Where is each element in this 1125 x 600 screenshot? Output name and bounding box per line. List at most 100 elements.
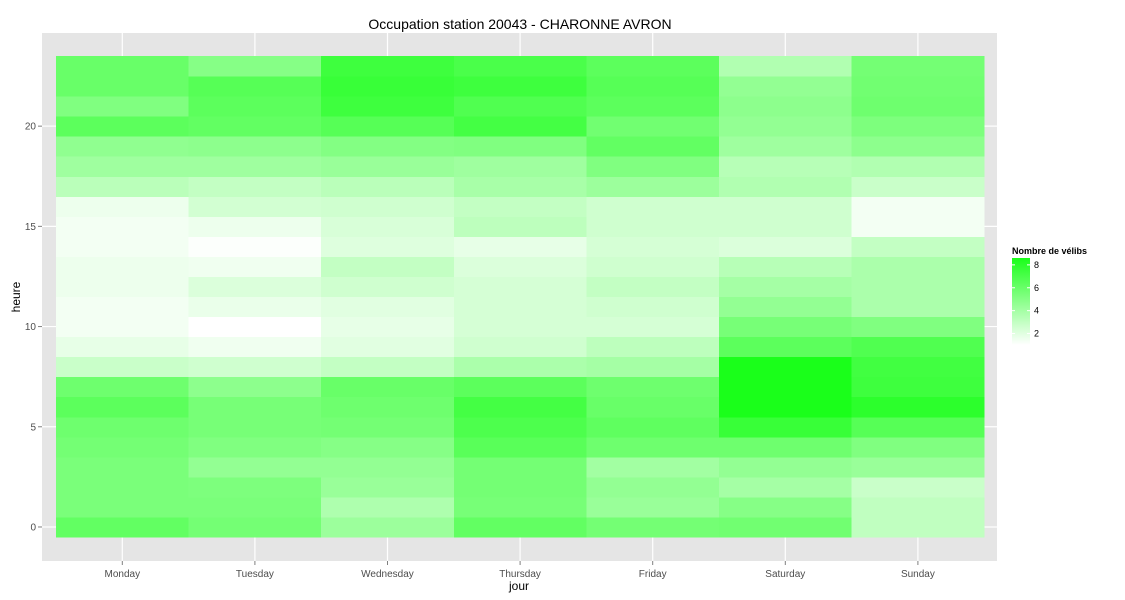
heatmap-cell	[586, 136, 720, 157]
heatmap-cell	[586, 436, 720, 458]
legend-tick-label: 4	[1034, 306, 1039, 316]
heatmap-cell	[851, 316, 985, 338]
heatmap-cell	[586, 296, 720, 318]
heatmap-cell	[586, 176, 720, 197]
heatmap-cell	[851, 396, 985, 418]
heatmap-cell	[453, 236, 587, 257]
heatmap-cell	[321, 516, 455, 538]
heatmap-cell	[321, 56, 455, 77]
heatmap-cell	[586, 196, 720, 217]
heatmap-cell	[321, 276, 455, 297]
heatmap-cell	[56, 156, 190, 177]
heatmap-cell	[851, 136, 985, 157]
y-tick-label: 15	[25, 222, 37, 233]
heatmap-cell	[56, 176, 190, 197]
heatmap-cell	[453, 156, 587, 177]
legend-tick-label: 8	[1034, 260, 1039, 270]
heatmap-cell	[453, 276, 587, 297]
heatmap-cell	[586, 356, 720, 378]
chart-title: Occupation station 20043 - CHARONNE AVRO…	[368, 16, 671, 32]
heatmap-cell	[56, 456, 190, 478]
heatmap-cell	[851, 476, 985, 498]
heatmap-cell	[719, 496, 853, 518]
heatmap-cell	[851, 436, 985, 458]
heatmap-cell	[188, 456, 322, 478]
heatmap-cell	[56, 396, 190, 418]
heatmap-cell	[719, 416, 853, 438]
heatmap-cell	[321, 136, 455, 157]
heatmap-cell	[321, 96, 455, 117]
heatmap-cell	[586, 256, 720, 277]
heatmap-cell	[56, 436, 190, 458]
heatmap-cell	[453, 496, 587, 518]
heatmap-cell	[56, 496, 190, 518]
heatmap-cell	[586, 96, 720, 117]
legend: Nombre de vélibs 2 4 6 8	[1012, 246, 1087, 345]
heatmap-cell	[719, 456, 853, 478]
heatmap-cell	[188, 396, 322, 418]
heatmap-cell	[453, 176, 587, 197]
heatmap-cell	[321, 336, 455, 358]
y-axis-title: heure	[9, 281, 23, 312]
heatmap-cell	[586, 76, 720, 97]
heatmap-cell	[719, 76, 853, 97]
heatmap-cell	[188, 376, 322, 398]
heatmap-cell	[56, 256, 190, 277]
heatmap-cell	[851, 296, 985, 318]
heatmap-cell	[188, 356, 322, 378]
heatmap-cell	[188, 196, 322, 217]
heatmap-cell	[719, 516, 853, 538]
heatmap-cell	[719, 156, 853, 177]
heatmap-cell	[188, 516, 322, 538]
heatmap-cell	[453, 296, 587, 318]
heatmap-cell	[321, 256, 455, 277]
heatmap-cell	[56, 476, 190, 498]
heatmap-cell	[453, 436, 587, 458]
heatmap-cell	[321, 76, 455, 97]
heatmap-cell	[453, 376, 587, 398]
heatmap-cell	[719, 276, 853, 297]
x-axis: Monday Tuesday Wednesday Thursday Friday Satu…	[105, 561, 935, 580]
heatmap-cell	[188, 156, 322, 177]
x-tick-label: Monday	[105, 569, 141, 580]
x-axis-title: jour	[508, 579, 529, 593]
heatmap-cell	[188, 436, 322, 458]
heatmap-cell	[851, 416, 985, 438]
x-tick-label: Thursday	[499, 569, 541, 580]
heatmap-cell	[851, 236, 985, 257]
heatmap-cell	[188, 316, 322, 338]
y-tick-label: 10	[25, 322, 37, 333]
heatmap-cell	[453, 396, 587, 418]
x-tick-label: Wednesday	[361, 569, 414, 580]
heatmap-cell	[321, 296, 455, 318]
heatmap-cell	[719, 96, 853, 117]
y-tick-label: 20	[25, 122, 37, 133]
heatmap-cell	[851, 176, 985, 197]
heatmap-cell	[56, 296, 190, 318]
heatmap-cell	[453, 256, 587, 277]
heatmap-cell	[321, 116, 455, 137]
heatmap-cell	[586, 456, 720, 478]
heatmap-cell	[56, 516, 190, 538]
heatmap-cell	[453, 416, 587, 438]
heatmap-cell	[56, 356, 190, 378]
heatmap-cell	[586, 376, 720, 398]
heatmap-cell	[851, 256, 985, 277]
heatmap-cell	[453, 76, 587, 97]
heatmap-cell	[719, 176, 853, 197]
legend-tick-label: 2	[1034, 329, 1039, 339]
heatmap-cell	[453, 516, 587, 538]
heatmap-cell	[56, 336, 190, 358]
heatmap-cell	[56, 276, 190, 297]
heatmap-cell	[321, 216, 455, 237]
heatmap-cell	[188, 216, 322, 237]
heatmap-cell	[56, 376, 190, 398]
heatmap-cell	[719, 196, 853, 217]
legend-title: Nombre de vélibs	[1012, 246, 1087, 256]
heatmap-cell	[586, 396, 720, 418]
heatmap-cells	[56, 56, 985, 538]
heatmap-cell	[719, 476, 853, 498]
heatmap-cell	[586, 236, 720, 257]
heatmap-cell	[719, 216, 853, 237]
